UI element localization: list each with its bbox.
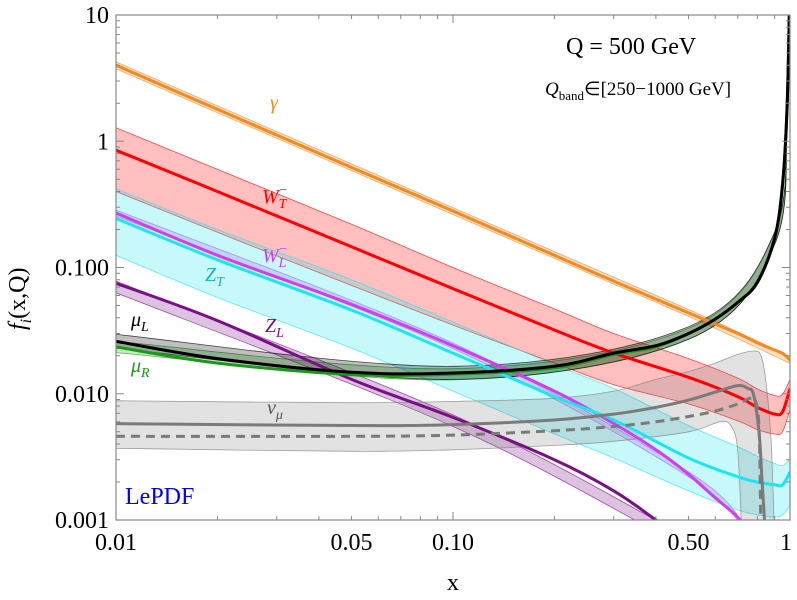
x-tick-label: 1 [780,530,792,556]
band-annotation-base: Q [545,79,559,100]
label-ZT: ZT [205,265,224,290]
y-tick-label: 0.010 [55,382,109,408]
band-annotation: Qband∈[250−1000 GeV] [545,78,731,104]
line-ZT [116,217,790,488]
y-axis-label-rest: (x,Q) [5,267,31,319]
x-axis-label: x [447,570,459,596]
line-WT [116,148,790,417]
line-gamma [116,63,790,362]
label-sub: L [141,320,149,335]
band-WT [116,127,790,435]
label-muR: μR [131,356,150,381]
series-lines [116,15,790,520]
line-nu-dashed [116,395,763,520]
band-ZL [116,280,657,520]
label-base: μ [131,309,142,331]
axis-ticks: 0.01 0.05 0.10 0.50 1 10 1 0.100 0.010 0.001 [55,3,792,556]
lepdf-brand: LePDF [125,484,195,510]
label-base: W [262,186,279,208]
y-tick-label: 0.001 [55,508,109,534]
label-base: Z [205,264,217,286]
label-numu: νμ [267,398,283,423]
band-annotation-sub: band [558,87,585,103]
x-tick-label: 0.05 [331,530,373,556]
label-base: W [262,245,279,267]
y-axis-label: fi(x,Q) [5,268,36,330]
y-axis-label-base: f [5,323,31,330]
label-WL: WL− [262,243,288,271]
band-nu [116,350,775,520]
line-WL [116,211,742,520]
label-sup: − [278,183,288,198]
label-sub: μ [275,408,283,423]
x-tick-label: 0.01 [95,530,137,556]
y-tick-label: 1 [97,129,109,155]
x-tick-label: 0.10 [432,530,474,556]
scale-annotation: Q = 500 GeV [566,34,697,60]
label-sup: − [278,242,288,257]
x-tick-label: 0.50 [668,530,710,556]
label-base: μ [131,355,142,377]
label-muL: μL [131,310,149,335]
y-tick-label: 10 [85,3,109,29]
y-tick-label: 0.100 [55,256,109,282]
band-annotation-rest: ∈[250−1000 GeV] [584,79,732,100]
label-sub: T [278,197,287,212]
label-WT: WT− [262,184,288,212]
label-sub: L [278,256,287,271]
line-ZL [116,281,659,520]
band-WL [116,209,742,520]
line-muL [116,15,790,376]
label-ZL: ZL [265,316,284,341]
label-sub: T [216,275,224,290]
label-sub: R [141,366,150,381]
label-sub: L [276,326,284,341]
label-base: ν [267,397,276,419]
label-gamma: γ [270,93,278,113]
label-base: γ [270,92,278,114]
label-base: Z [265,315,277,337]
y-axis-label-sub: i [17,318,35,324]
